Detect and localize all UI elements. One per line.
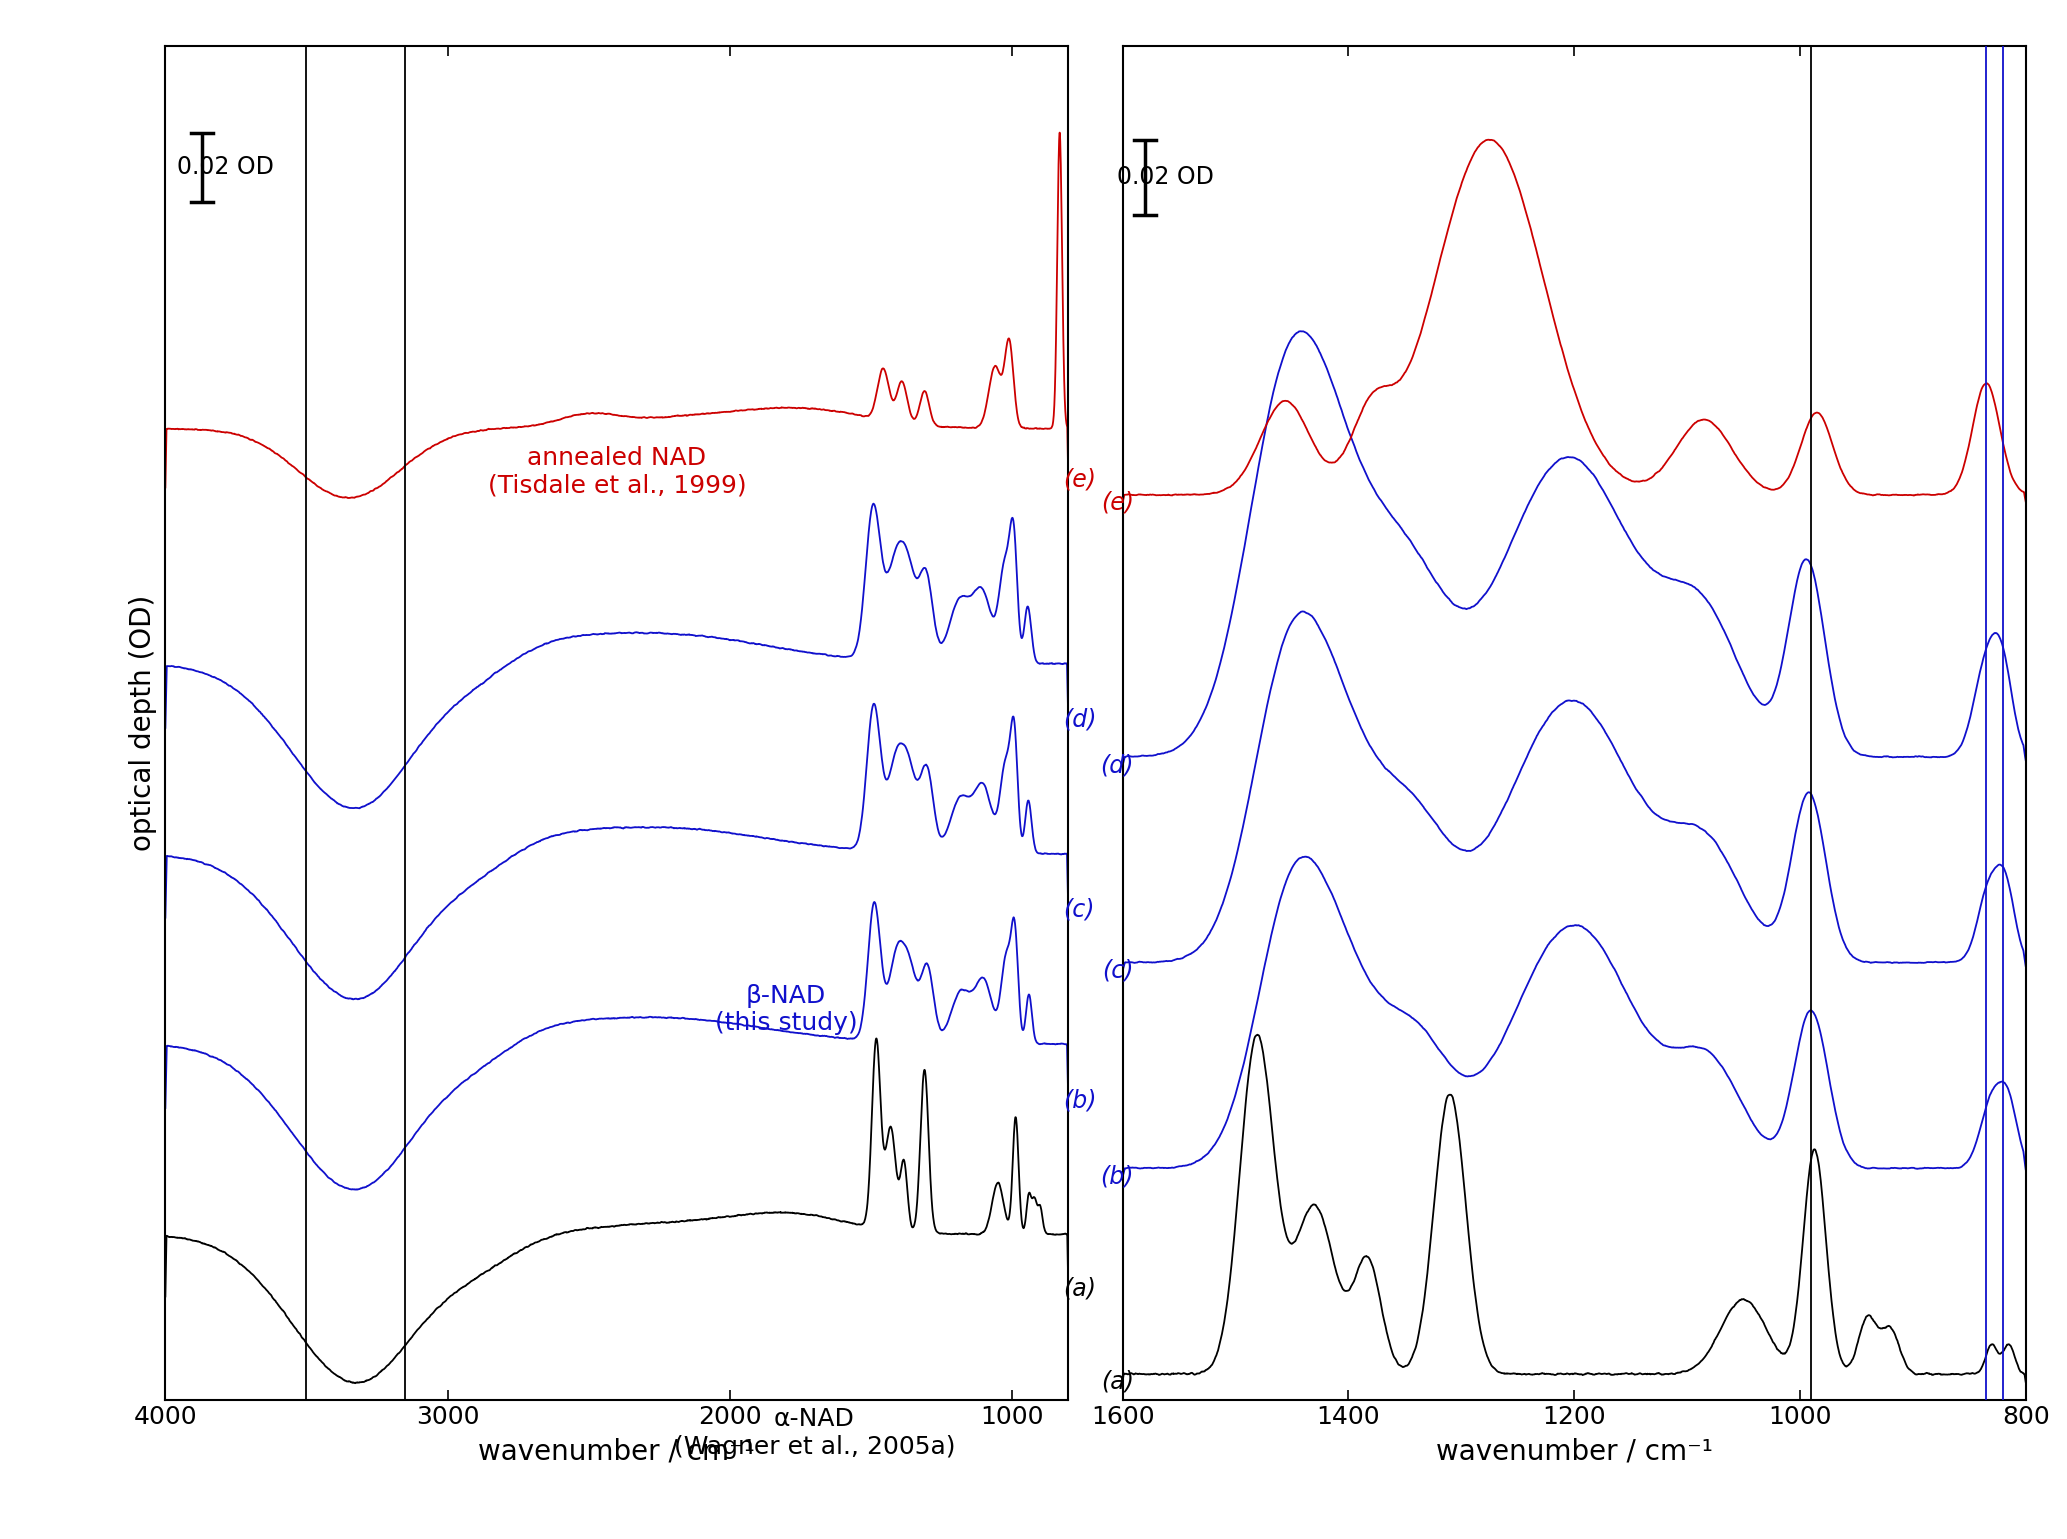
Text: (e): (e) bbox=[1102, 491, 1135, 516]
Text: α-NAD
(Wagner et al., 2005a): α-NAD (Wagner et al., 2005a) bbox=[674, 1407, 955, 1459]
Text: (e): (e) bbox=[1062, 468, 1096, 492]
Text: β-NAD
(this study): β-NAD (this study) bbox=[715, 983, 858, 1036]
X-axis label: wavenumber / cm⁻¹: wavenumber / cm⁻¹ bbox=[1437, 1437, 1714, 1465]
Y-axis label: optical depth (OD): optical depth (OD) bbox=[128, 596, 157, 851]
Text: (c): (c) bbox=[1062, 897, 1093, 922]
Text: (a): (a) bbox=[1102, 1370, 1135, 1393]
Text: (c): (c) bbox=[1102, 959, 1135, 983]
Text: 0.02 OD: 0.02 OD bbox=[1116, 165, 1213, 189]
Text: (d): (d) bbox=[1062, 708, 1096, 731]
Text: 0.02 OD: 0.02 OD bbox=[176, 155, 273, 179]
Text: annealed NAD
(Tisdale et al., 1999): annealed NAD (Tisdale et al., 1999) bbox=[488, 446, 746, 497]
Text: (a): (a) bbox=[1062, 1277, 1096, 1300]
Text: (b): (b) bbox=[1062, 1088, 1096, 1113]
X-axis label: wavenumber / cm⁻¹: wavenumber / cm⁻¹ bbox=[477, 1437, 754, 1465]
Text: (d): (d) bbox=[1100, 754, 1135, 777]
Text: (b): (b) bbox=[1100, 1165, 1135, 1188]
